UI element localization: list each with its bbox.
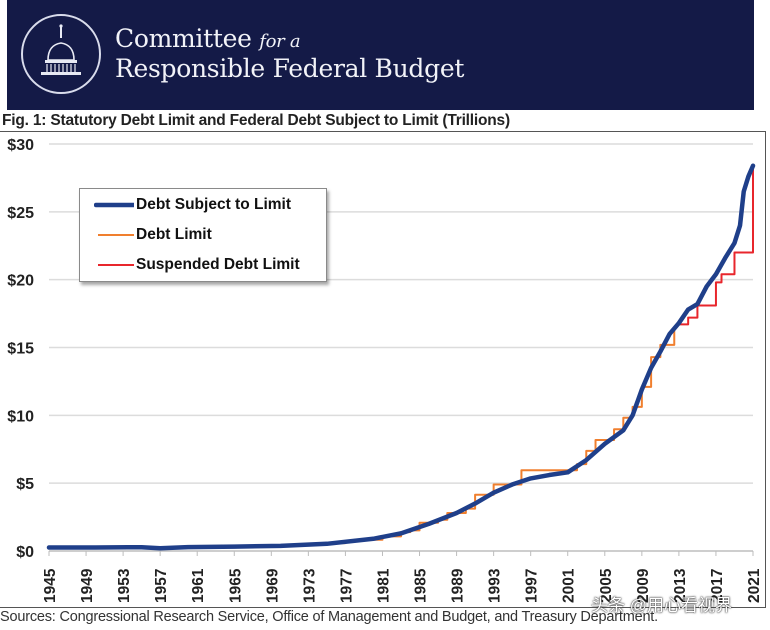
x-tick-label: 1957 [153,569,170,603]
x-tick-label: 2017 [709,569,726,603]
x-tick-label: 1989 [450,568,467,603]
legend-swatch-debt-limit [98,234,134,236]
series-debt-limit [48,327,676,549]
series-debt-subject-to-limit [46,163,756,551]
x-tick-label: 1981 [375,568,392,603]
x-tick-label: 1993 [487,568,504,603]
y-tick-label: $25 [7,205,34,222]
y-tick-label: $0 [16,544,34,561]
y-tick-label: $15 [7,341,34,358]
capitol-dome-icon [41,24,81,75]
x-tick-label: 1953 [116,568,133,603]
x-tick-label: 2005 [598,568,615,603]
x-tick-label: 1945 [42,568,59,603]
x-axis: 1945 1949 1953 1957 1961 1965 1969 1973 1977 1981… [42,550,763,603]
x-tick-label: 1977 [338,569,355,603]
legend-item-suspended-limit: Suspended Debt Limit [94,255,300,275]
x-tick-label: 2001 [561,568,578,603]
y-axis-ticks: $0 $5 $10 $15 $20 $25 $30 [7,137,34,561]
x-tick-label: 2009 [635,568,652,603]
series-suspended-debt-limit [677,164,754,326]
org-name-for-a: for a [259,31,301,52]
x-tick-label: 1949 [79,568,96,603]
x-tick-label: 1965 [227,568,244,603]
x-tick-label: 1969 [264,568,281,603]
org-name-committee: Committee [115,24,252,53]
org-name-line2: Responsible Federal Budget [115,54,465,83]
y-tick-label: $30 [7,137,34,154]
chart-sources: Sources: Congressional Research Service,… [0,609,658,625]
capitol-dome-logo-icon [21,14,101,94]
chart-frame [0,131,766,608]
x-tick-label: 1961 [190,568,207,603]
legend-item-debt-subject: Debt Subject to Limit [94,195,291,215]
legend-swatch-suspended-limit [98,264,134,266]
y-tick-label: $10 [7,408,34,425]
legend-label-suspended-limit: Suspended Debt Limit [136,256,300,273]
y-tick-label: $20 [7,273,34,290]
chart-legend: Debt Subject to Limit Debt Limit Suspend… [79,188,327,282]
chart-title: Fig. 1: Statutory Debt Limit and Federal… [2,112,510,129]
watermark: 头条 @用心看视界 [591,596,732,615]
org-name-line1: Committee for a [115,24,301,53]
y-tick-label: $5 [16,476,34,493]
x-tick-label: 1997 [524,569,541,603]
x-tick-label: 1985 [413,568,430,603]
legend-label-debt-limit: Debt Limit [136,226,212,243]
series-lines [46,163,756,551]
x-tick-label: 2013 [672,568,689,603]
x-tick-label: 1973 [301,568,318,603]
x-tick-label: 2021 [746,568,763,603]
legend-swatch-debt-subject [94,202,134,208]
header-banner: Committee for a Responsible Federal Budg… [7,0,754,110]
legend-label-debt-subject: Debt Subject to Limit [136,196,291,213]
legend-item-debt-limit: Debt Limit [94,225,212,245]
